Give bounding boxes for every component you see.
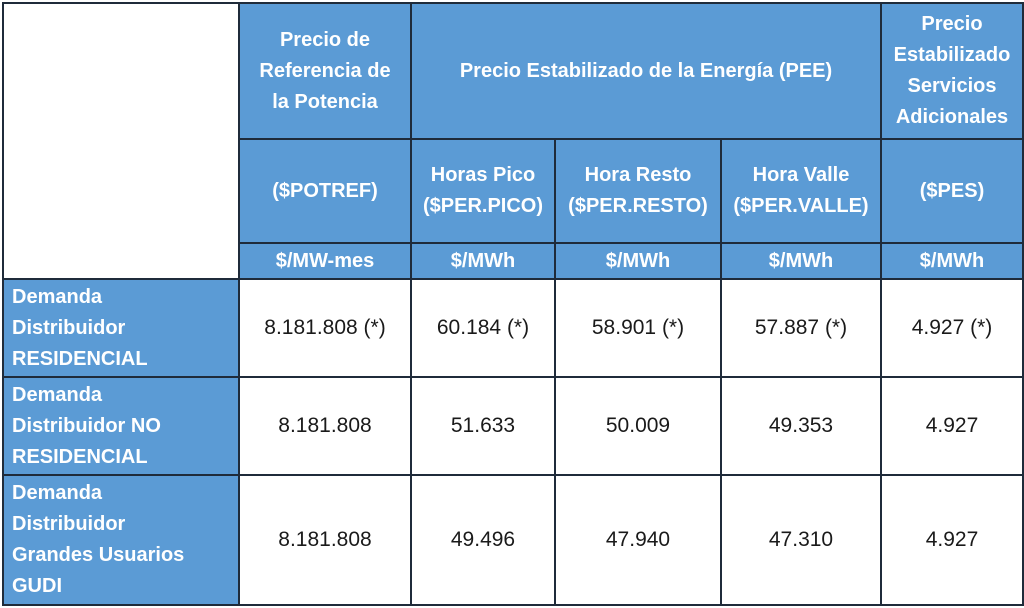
value-cell: 8.181.808	[238, 474, 412, 606]
value-cell: 57.887 (*)	[720, 278, 882, 378]
unit-cell: $/MWh	[720, 242, 882, 280]
row-label-text: Grandes Usuarios	[12, 544, 185, 566]
row-label: Demanda Distribuidor Grandes Usuarios GU…	[2, 474, 240, 606]
row-label: Demanda Distribuidor RESIDENCIAL	[2, 278, 240, 378]
value-cell: 4.927 (*)	[880, 278, 1024, 378]
value-cell: 47.940	[554, 474, 722, 606]
corner-cell	[2, 2, 240, 280]
header-text: Precio de	[279, 28, 371, 51]
row-label-text: GUDI	[12, 575, 62, 597]
header-pes-title: Precio Estabilizado Servicios Adicionale…	[880, 2, 1024, 140]
row-label-text: Distribuidor	[12, 513, 126, 535]
header-text: Precio Estabilizado de la Energía (PEE)	[459, 59, 833, 82]
header-text: ($PER.VALLE)	[733, 195, 869, 217]
value-cell: 8.181.808	[238, 376, 412, 476]
header-text: Horas Pico	[430, 164, 536, 186]
value-cell: 49.496	[410, 474, 556, 606]
header-text: Estabilizado	[893, 44, 1011, 66]
header-text: Hora Resto	[584, 164, 692, 186]
row-label-text: Distribuidor NO	[12, 414, 161, 437]
row-label: Demanda Distribuidor NO RESIDENCIAL	[2, 376, 240, 476]
header-pico: Horas Pico ($PER.PICO)	[410, 138, 556, 244]
value-cell: 49.353	[720, 376, 882, 476]
header-text: Referencia de	[259, 59, 391, 82]
value-cell: 47.310	[720, 474, 882, 606]
header-pes-code: ($PES)	[880, 138, 1024, 244]
row-label-text: RESIDENCIAL	[12, 347, 148, 370]
row-label-text: Demanda	[12, 482, 103, 504]
value-cell: 58.901 (*)	[554, 278, 722, 378]
header-pee-title: Precio Estabilizado de la Energía (PEE)	[410, 2, 882, 140]
header-text: ($POTREF)	[272, 179, 378, 202]
header-text: ($PER.RESTO)	[568, 195, 708, 217]
unit-cell: $/MW-mes	[238, 242, 412, 280]
value-cell: 4.927	[880, 474, 1024, 606]
unit-cell: $/MWh	[410, 242, 556, 280]
unit-cell: $/MWh	[554, 242, 722, 280]
header-text: Adicionales	[895, 106, 1009, 128]
table-row: Demanda Distribuidor RESIDENCIAL 8.181.8…	[2, 278, 1024, 378]
header-resto: Hora Resto ($PER.RESTO)	[554, 138, 722, 244]
row-label-text: RESIDENCIAL	[12, 445, 148, 468]
value-cell: 50.009	[554, 376, 722, 476]
value-cell: 8.181.808 (*)	[238, 278, 412, 378]
header-valle: Hora Valle ($PER.VALLE)	[720, 138, 882, 244]
table-row: Demanda Distribuidor NO RESIDENCIAL 8.18…	[2, 376, 1024, 476]
row-label-text: Demanda	[12, 285, 103, 308]
header-text: Servicios	[907, 75, 997, 97]
header-text: Hora Valle	[752, 164, 850, 186]
header-potref-code: ($POTREF)	[238, 138, 412, 244]
header-text: ($PER.PICO)	[422, 195, 544, 217]
header-text: ($PES)	[919, 179, 985, 202]
value-cell: 60.184 (*)	[410, 278, 556, 378]
value-cell: 4.927	[880, 376, 1024, 476]
header-potref-title: Precio de Referencia de la Potencia	[238, 2, 412, 140]
header-text: Precio	[921, 13, 983, 35]
unit-cell: $/MWh	[880, 242, 1024, 280]
row-label-text: Demanda	[12, 383, 103, 406]
value-cell: 51.633	[410, 376, 556, 476]
row-label-text: Distribuidor	[12, 316, 126, 339]
header-text: la Potencia	[272, 90, 378, 113]
table-row: Demanda Distribuidor Grandes Usuarios GU…	[2, 474, 1024, 606]
